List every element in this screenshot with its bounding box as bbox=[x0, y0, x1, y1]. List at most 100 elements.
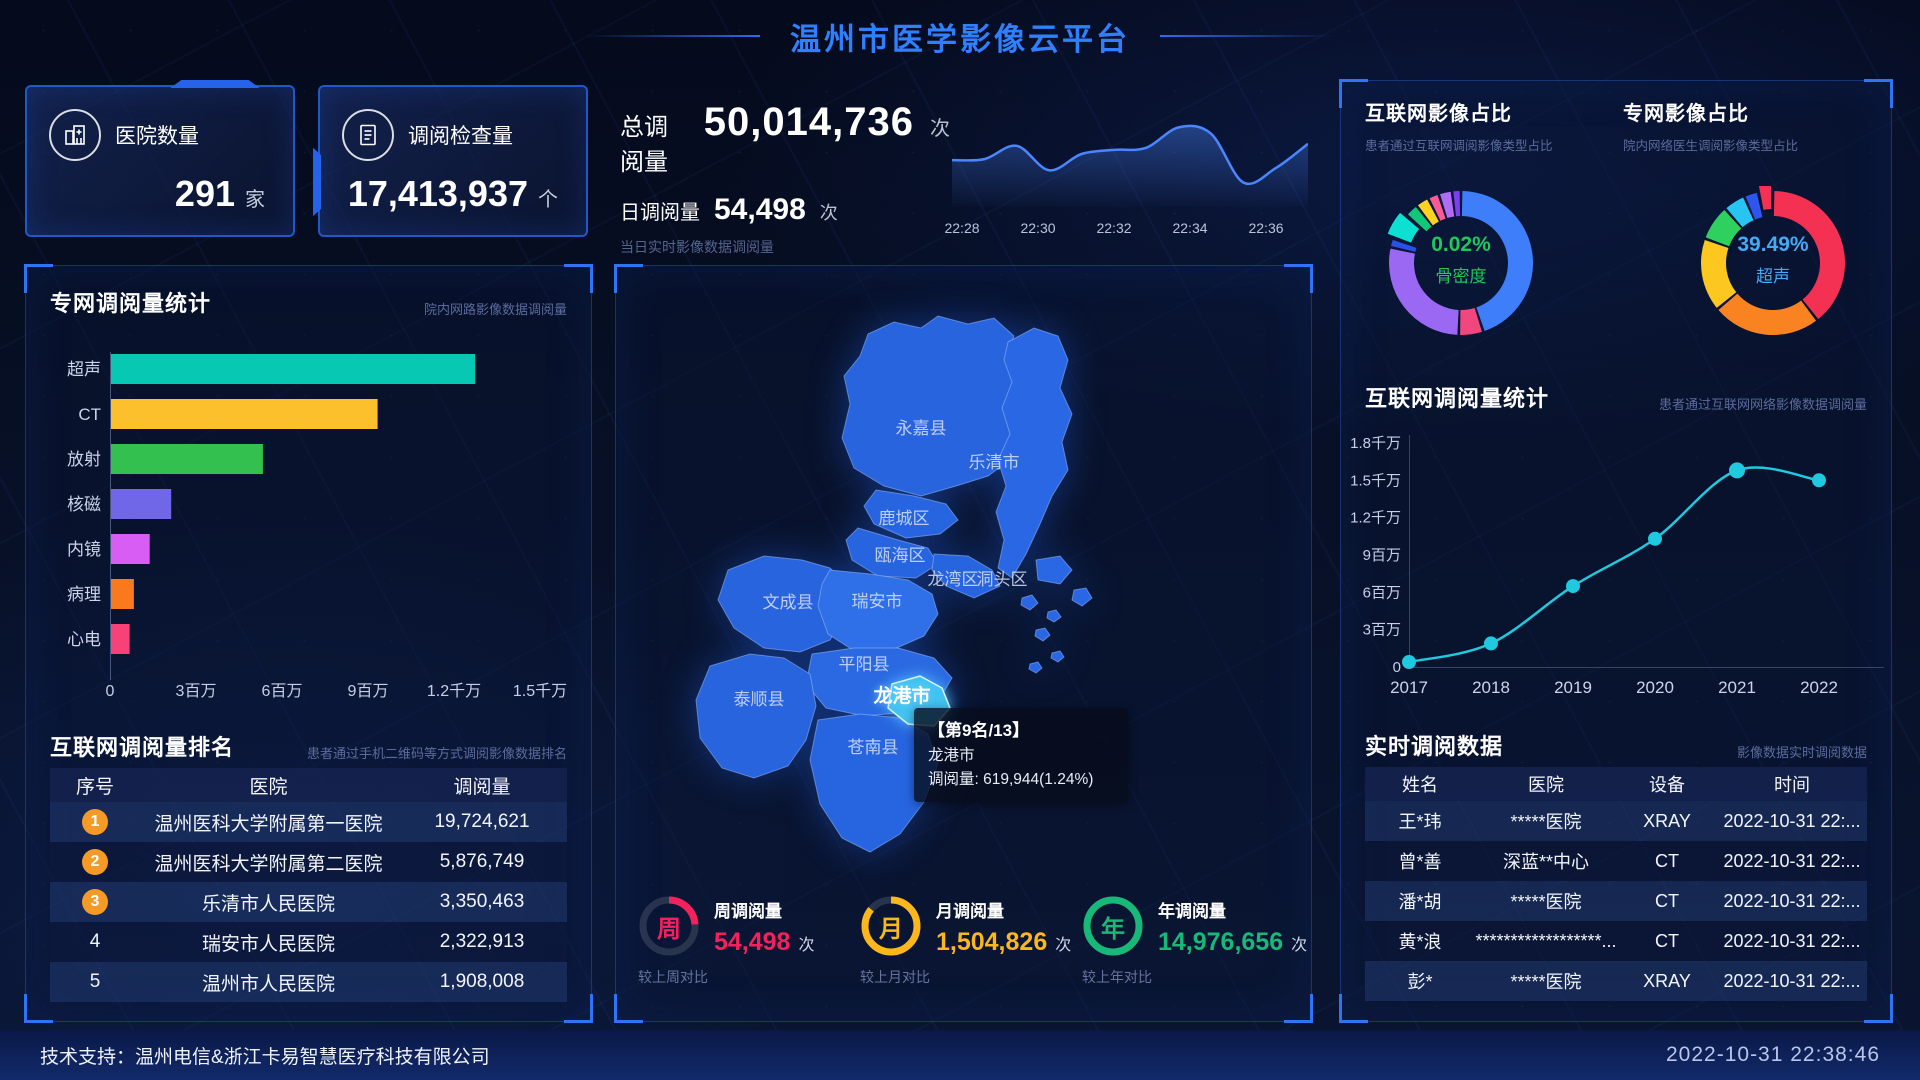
hospital-cell: ******************... bbox=[1475, 930, 1617, 951]
donut-segment[interactable] bbox=[1440, 191, 1455, 219]
map-region-4[interactable] bbox=[845, 527, 939, 579]
kpi-unit: 家 bbox=[245, 189, 265, 211]
line-point-2019[interactable] bbox=[1566, 579, 1580, 594]
rank-no-cell: 5 bbox=[89, 971, 101, 992]
map-region-label: 乐清市 bbox=[969, 453, 1020, 472]
column-header: 医院 bbox=[249, 776, 288, 798]
bar-4[interactable] bbox=[111, 489, 172, 519]
donut-segment[interactable] bbox=[1389, 248, 1459, 335]
column-header: 序号 bbox=[75, 776, 114, 798]
period-compare: 较上年对比 bbox=[1082, 969, 1152, 985]
rank-no-cell: 3 bbox=[50, 889, 140, 915]
line-point-2022[interactable] bbox=[1812, 473, 1826, 488]
bar-5[interactable] bbox=[111, 534, 150, 564]
line-point-2017[interactable] bbox=[1402, 655, 1416, 669]
yearly-line-chart: 0 3百万 6百万 9百万 1.2千万 1.5千万 1.8千万 2017 2018 2019 202… bbox=[1350, 435, 1884, 697]
header-line-right bbox=[1160, 35, 1335, 37]
donut-segment[interactable] bbox=[1758, 186, 1772, 210]
spark-line[interactable] bbox=[951, 124, 1309, 186]
period-value: 1,504,826 bbox=[936, 928, 1048, 956]
donut-segment[interactable] bbox=[1773, 191, 1846, 320]
donut-segment[interactable] bbox=[1745, 192, 1763, 220]
bar-6[interactable] bbox=[111, 579, 134, 609]
line-y-tick: 3百万 bbox=[1363, 622, 1401, 639]
column-header: 医院 bbox=[1528, 775, 1564, 795]
map-region-6[interactable] bbox=[1020, 555, 1093, 674]
review-count-card: 调阅检查量 17,413,937 个 bbox=[313, 85, 588, 237]
bar-category-label: 超声 bbox=[67, 360, 101, 379]
donut-segment[interactable] bbox=[1461, 191, 1534, 332]
hospital-cell: 温州市人民医院 bbox=[201, 973, 335, 995]
period-stat-week: 周 周调阅量 54,498 次较上周对比 bbox=[638, 895, 846, 1007]
bar-x-tick: 1.2千万 bbox=[427, 682, 481, 700]
value-cell: 5,876,749 bbox=[439, 851, 525, 872]
period-ring bbox=[1083, 896, 1143, 956]
map-region-10[interactable] bbox=[695, 653, 817, 779]
total-views-value: 50,014,736 bbox=[703, 100, 914, 144]
internet-donut-title: 互联网影像占比 bbox=[1365, 103, 1512, 125]
device-cell: XRAY bbox=[1643, 970, 1691, 991]
line-x-label: 2020 bbox=[1636, 678, 1674, 697]
realtime-table-title: 实时调阅数据 bbox=[1365, 734, 1504, 759]
internet-donut-subtitle: 患者通过互联网调阅影像类型占比 bbox=[1365, 139, 1553, 153]
period-compare: 较上月对比 bbox=[860, 969, 930, 985]
donut-segment[interactable] bbox=[1726, 197, 1754, 228]
spark-x-label: 22:28 bbox=[944, 220, 980, 236]
line-point-2018[interactable] bbox=[1484, 636, 1498, 651]
hospital-cell: 温州医科大学附属第二医院 bbox=[154, 853, 383, 875]
map-panel: 永嘉县 乐清市 鹿城区 瓯海区 龙湾区 洞头区 文成县 瑞安市 平阳县 泰顺县 苍南县 龙港市 【第9… bbox=[614, 264, 1313, 1023]
donut-segment[interactable] bbox=[1387, 212, 1420, 243]
bar-x-tick: 9百万 bbox=[348, 683, 389, 700]
value-cell: 2,322,913 bbox=[439, 931, 525, 952]
period-label: 月调阅量 bbox=[936, 902, 1004, 921]
column-header: 时间 bbox=[1774, 775, 1810, 795]
map-region-3[interactable] bbox=[863, 489, 959, 539]
donut-segment[interactable] bbox=[1417, 199, 1439, 226]
document-icon bbox=[342, 109, 394, 161]
daily-views-label: 日调阅量 bbox=[620, 202, 700, 224]
line-point-2020[interactable] bbox=[1648, 531, 1662, 546]
daily-views-value: 54,498 bbox=[714, 193, 806, 226]
line-x-label: 2018 bbox=[1472, 678, 1510, 697]
hospital-icon bbox=[49, 109, 101, 161]
bar-7[interactable] bbox=[111, 624, 130, 654]
donut-segment[interactable] bbox=[1460, 307, 1482, 335]
rank-badge: 1 bbox=[82, 809, 108, 835]
donut-segment[interactable] bbox=[1701, 239, 1737, 308]
donut-segment[interactable] bbox=[1718, 293, 1817, 336]
spark-axis-labels: 22:28 22:30 22:32 22:34 22:36 bbox=[944, 218, 1308, 238]
realtime-table-subtitle: 影像数据实时调阅数据 bbox=[1736, 745, 1867, 760]
map-region-2[interactable] bbox=[995, 327, 1073, 579]
bar-category-label: 心电 bbox=[67, 630, 101, 649]
map-region-label: 泰顺县 bbox=[734, 690, 785, 709]
donut-segment[interactable] bbox=[1429, 194, 1446, 221]
period-char: 周 bbox=[657, 915, 681, 943]
bar-category-label: 放射 bbox=[67, 450, 101, 469]
rank-table: 序号 医院 调阅量 1 温州医科大学附属第一医院 19,724,621 2 温州医科大学附属第… bbox=[50, 768, 567, 1002]
daily-views-unit: 次 bbox=[819, 203, 838, 223]
line-x-label: 2019 bbox=[1554, 678, 1592, 697]
bar-1[interactable] bbox=[111, 354, 476, 384]
map-region-11[interactable] bbox=[809, 713, 939, 853]
time-cell: 2022-10-31 22:... bbox=[1723, 970, 1861, 991]
line-point-2021[interactable] bbox=[1729, 462, 1745, 479]
map-region-5[interactable] bbox=[931, 553, 1001, 599]
tooltip-region-name: 龙港市 bbox=[928, 747, 975, 765]
bar-category-label: 核磁 bbox=[67, 495, 101, 514]
name-cell: 王*玮 bbox=[1398, 812, 1442, 832]
line-chart-subtitle: 患者通过互联网网络影像数据调阅量 bbox=[1658, 397, 1867, 412]
donut-center-value: 39.49% bbox=[1737, 233, 1809, 256]
private-donut-title: 专网影像占比 bbox=[1623, 103, 1749, 125]
donut-center-label: 骨密度 bbox=[1435, 267, 1487, 286]
donut-segment[interactable] bbox=[1407, 206, 1432, 232]
hospital-cell: 瑞安市人民医院 bbox=[201, 933, 335, 955]
map-region-label: 文成县 bbox=[763, 593, 814, 612]
bar-3[interactable] bbox=[111, 444, 263, 474]
support-text: 技术支持：温州电信&浙江卡易智慧医疗科技有限公司 bbox=[40, 1046, 490, 1068]
corner-accent bbox=[614, 264, 643, 293]
bar-2[interactable] bbox=[111, 399, 378, 429]
donut-segment[interactable] bbox=[1705, 209, 1742, 247]
map-region-8[interactable] bbox=[817, 569, 939, 653]
donut-segment[interactable] bbox=[1391, 239, 1417, 252]
donut-segment[interactable] bbox=[1453, 191, 1461, 217]
